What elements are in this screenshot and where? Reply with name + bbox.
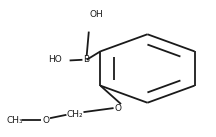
Text: OH: OH bbox=[89, 10, 103, 19]
Text: CH₃: CH₃ bbox=[7, 116, 24, 125]
Text: CH₂: CH₂ bbox=[67, 110, 83, 119]
Text: O: O bbox=[114, 104, 121, 113]
Text: O: O bbox=[42, 116, 49, 125]
Text: B: B bbox=[84, 55, 90, 64]
Text: HO: HO bbox=[48, 55, 62, 64]
